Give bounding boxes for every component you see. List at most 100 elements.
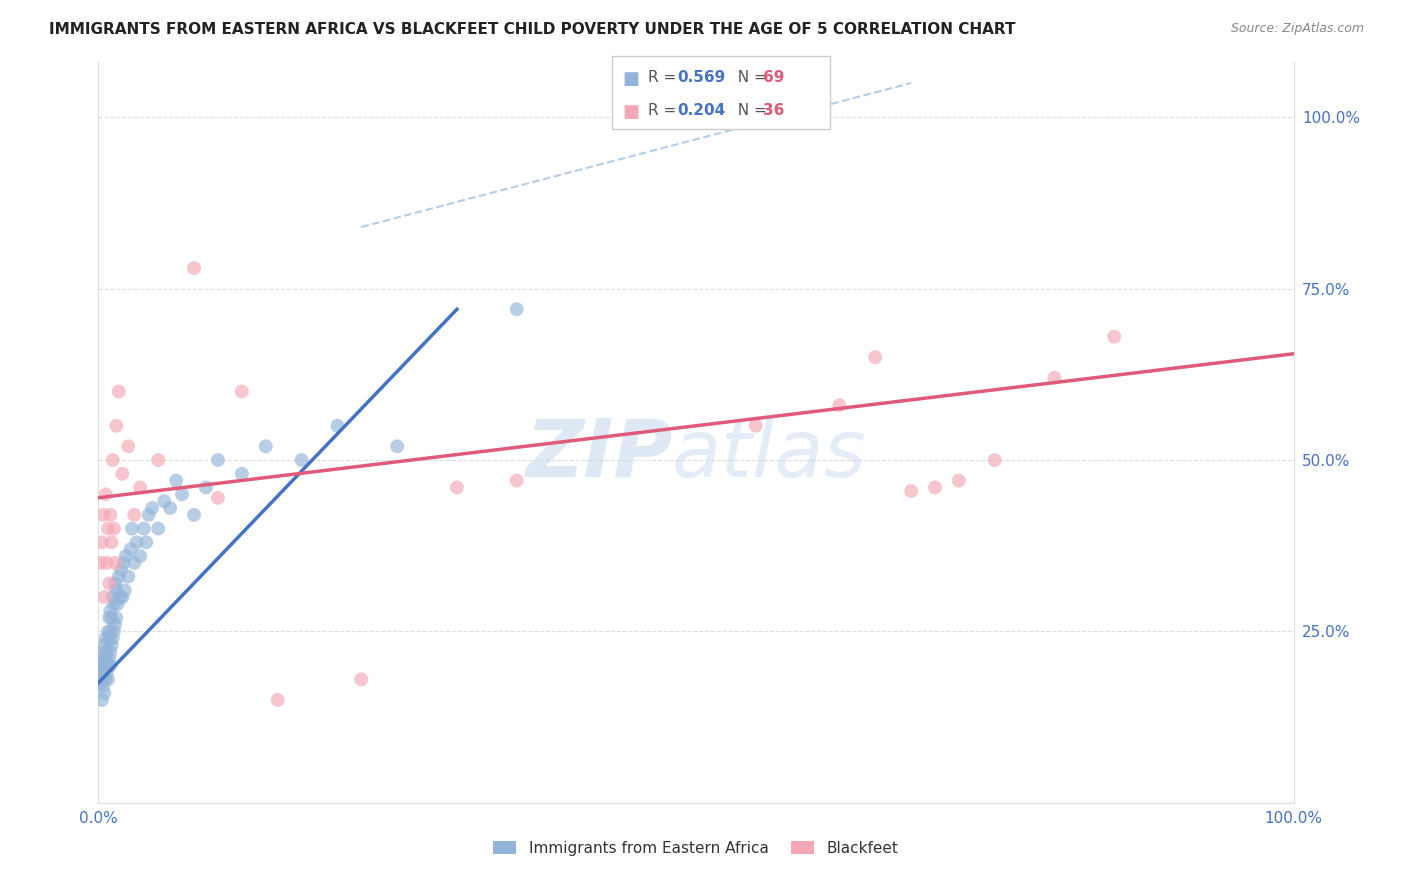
Point [124,556,146,570]
Point [107,597,129,611]
Point [254,439,277,453]
Point [98,658,122,673]
Point [148,522,170,536]
Point [267,693,290,707]
Point [148,453,170,467]
Text: N =: N = [728,103,772,118]
Point [97,624,120,639]
Point [107,384,129,399]
Point [94,673,117,687]
Point [91,645,114,659]
Point [125,535,148,549]
Text: R =: R = [648,103,682,118]
Text: 36: 36 [763,103,785,118]
Point [984,453,1007,467]
Point [98,576,121,591]
Point [90,665,112,680]
Text: Source: ZipAtlas.com: Source: ZipAtlas.com [1230,22,1364,36]
Point [91,679,114,693]
Point [93,638,115,652]
Point [107,569,129,583]
Point [104,576,127,591]
Point [98,624,122,639]
Point [90,658,112,673]
Point [1043,371,1066,385]
Text: 69: 69 [763,70,785,85]
Text: N =: N = [728,70,772,85]
Point [103,597,125,611]
Point [138,508,160,522]
Point [111,590,134,604]
Point [100,535,122,549]
Text: R =: R = [648,70,682,85]
Point [108,590,131,604]
Point [159,501,181,516]
Point [96,645,118,659]
Point [326,418,349,433]
Point [114,583,136,598]
Point [91,665,114,680]
Point [506,474,529,488]
Point [745,418,768,433]
Point [124,508,146,522]
Point [105,583,128,598]
Point [129,480,152,494]
Point [132,522,155,536]
Point [93,658,115,673]
Point [94,632,117,646]
Point [98,632,121,646]
Text: ■: ■ [623,103,640,120]
Point [141,501,163,516]
Text: ■: ■ [623,70,640,87]
Point [90,556,112,570]
Text: ZIP: ZIP [524,416,672,494]
Point [98,645,122,659]
Point [105,418,128,433]
Point [94,487,117,501]
Point [96,556,118,570]
Point [112,556,135,570]
Point [100,610,122,624]
Text: 0.204: 0.204 [678,103,725,118]
Point [153,494,176,508]
Point [446,480,468,494]
Point [96,665,118,680]
Point [207,491,229,505]
Point [91,693,114,707]
Point [105,610,128,624]
Point [91,508,114,522]
Point [98,610,121,624]
Point [165,474,187,488]
Point [948,474,970,488]
Point [172,487,194,501]
Point [103,522,125,536]
Point [120,542,142,557]
Point [385,439,409,453]
Legend: Immigrants from Eastern Africa, Blackfeet: Immigrants from Eastern Africa, Blackfee… [488,835,904,862]
Point [110,563,132,577]
Point [231,384,253,399]
Point [135,535,157,549]
Point [115,549,138,563]
Point [350,673,373,687]
Point [117,569,139,583]
Point [89,676,111,690]
Point [91,673,114,687]
Point [101,590,124,604]
Point [104,556,127,570]
Point [94,652,117,666]
Text: 0.569: 0.569 [678,70,725,85]
Text: IMMIGRANTS FROM EASTERN AFRICA VS BLACKFEET CHILD POVERTY UNDER THE AGE OF 5 COR: IMMIGRANTS FROM EASTERN AFRICA VS BLACKF… [49,22,1015,37]
Point [100,638,122,652]
Text: atlas: atlas [672,416,868,494]
Point [231,467,253,481]
Point [183,508,205,522]
Point [101,453,124,467]
Point [183,261,205,276]
Point [98,652,121,666]
Point [121,522,143,536]
Point [97,658,120,673]
Point [97,522,120,536]
Point [98,508,122,522]
Point [91,652,114,666]
